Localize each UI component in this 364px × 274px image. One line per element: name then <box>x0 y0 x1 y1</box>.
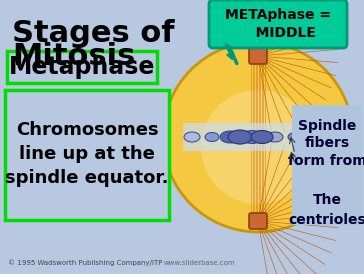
Text: © 1995 Wadsworth Publishing Company/ITP: © 1995 Wadsworth Publishing Company/ITP <box>8 259 162 266</box>
Ellipse shape <box>288 133 302 141</box>
FancyBboxPatch shape <box>5 90 169 220</box>
Text: Spindle
fibers: Spindle fibers <box>298 119 356 150</box>
Ellipse shape <box>205 133 219 141</box>
FancyBboxPatch shape <box>7 51 157 83</box>
Ellipse shape <box>241 130 263 144</box>
Ellipse shape <box>251 130 273 144</box>
Text: Metaphase: Metaphase <box>9 55 155 79</box>
FancyBboxPatch shape <box>249 48 267 64</box>
Circle shape <box>163 42 353 232</box>
FancyBboxPatch shape <box>249 213 267 229</box>
FancyBboxPatch shape <box>183 123 332 151</box>
Text: www.sliderbase.com: www.sliderbase.com <box>164 260 236 266</box>
Ellipse shape <box>267 132 283 142</box>
Text: Mitosis: Mitosis <box>12 42 135 71</box>
FancyBboxPatch shape <box>292 105 362 225</box>
Text: Stages of: Stages of <box>12 19 174 48</box>
Text: METAphase =
   MIDDLE: METAphase = MIDDLE <box>225 8 331 40</box>
Ellipse shape <box>228 130 252 144</box>
FancyBboxPatch shape <box>209 0 347 48</box>
Text: Chromosomes
line up at the
spindle equator.: Chromosomes line up at the spindle equat… <box>5 121 169 187</box>
Ellipse shape <box>306 133 320 141</box>
Circle shape <box>201 90 315 204</box>
Text: form from

The
centrioles: form from The centrioles <box>288 154 364 227</box>
Ellipse shape <box>184 132 200 142</box>
Ellipse shape <box>220 131 240 143</box>
